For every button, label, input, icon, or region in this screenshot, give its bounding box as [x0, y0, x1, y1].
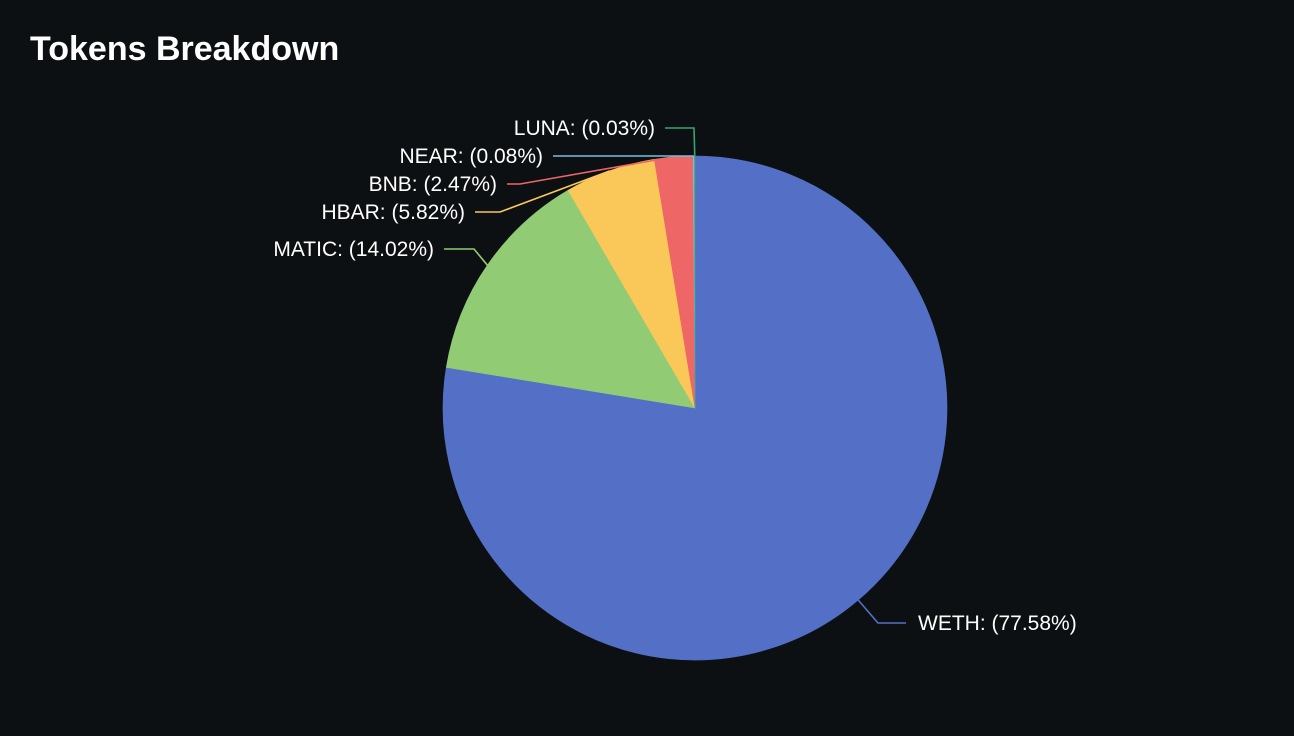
- slice-label-weth: WETH: (77.58%): [918, 612, 1077, 635]
- leader-line-weth: [857, 599, 906, 624]
- leader-line-matic: [444, 248, 488, 266]
- leader-line-luna: [665, 127, 696, 157]
- slice-label-near: NEAR: (0.08%): [399, 145, 543, 168]
- slice-label-bnb: BNB: (2.47%): [369, 173, 497, 196]
- pie-slices: [442, 155, 948, 661]
- slice-labels: WETH: (77.58%) MATIC: (14.02%) HBAR: (5.82…: [273, 117, 1076, 635]
- slice-label-luna: LUNA: (0.03%): [514, 117, 655, 140]
- pie-slice-matic: [445, 189, 696, 409]
- leader-line-hbar: [475, 170, 611, 213]
- leader-line-bnb: [507, 156, 674, 185]
- slice-label-hbar: HBAR: (5.82%): [321, 201, 465, 224]
- page-title: Tokens Breakdown: [30, 30, 340, 68]
- label-leader-lines: [444, 127, 906, 624]
- slice-label-matic: MATIC: (14.02%): [273, 238, 434, 261]
